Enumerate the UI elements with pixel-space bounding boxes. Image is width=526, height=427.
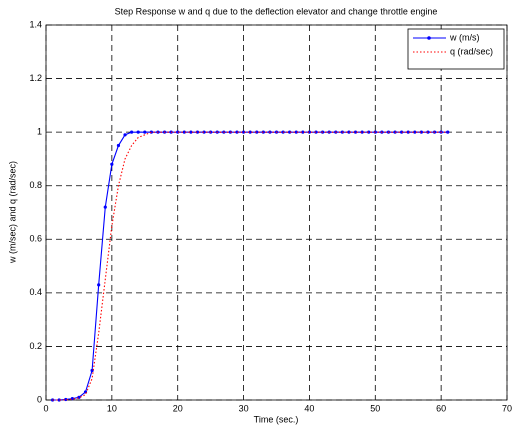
data-point	[340, 130, 344, 134]
data-point	[406, 130, 410, 134]
y-tick-label: 1.2	[29, 73, 42, 83]
data-point	[110, 162, 114, 166]
data-point	[400, 130, 404, 134]
y-tick-label: 0.8	[29, 180, 42, 190]
y-axis-label: w (m/sec) and q (rad/sec)	[7, 161, 17, 264]
data-point	[294, 130, 298, 134]
data-point	[182, 130, 186, 134]
x-tick-label: 50	[370, 403, 380, 413]
data-point	[136, 130, 140, 134]
data-point	[360, 130, 364, 134]
axes-box	[45, 24, 508, 401]
data-point	[189, 130, 193, 134]
data-point	[143, 130, 147, 134]
data-point	[64, 397, 68, 402]
x-tick-label: 40	[304, 403, 314, 413]
legend-box	[407, 28, 505, 70]
plot-area	[46, 25, 507, 400]
data-point	[307, 130, 312, 134]
y-tick-label: 1	[37, 127, 42, 137]
legend-label: w (m/s)	[449, 32, 480, 42]
data-point	[353, 130, 358, 134]
data-point	[202, 130, 206, 134]
data-point	[367, 130, 371, 134]
legend-label: q (rad/sec)	[450, 46, 493, 56]
series-line	[52, 131, 448, 401]
y-tick-label: 0.6	[29, 234, 42, 244]
x-tick-label: 70	[502, 403, 512, 413]
x-tick-label: 30	[239, 403, 249, 413]
data-point	[301, 130, 305, 134]
data-point	[116, 143, 121, 148]
data-point	[314, 130, 318, 134]
data-point	[195, 130, 200, 134]
x-axis-label: Time (sec.)	[254, 414, 299, 424]
data-point	[413, 130, 417, 134]
x-tick-label: 20	[173, 403, 183, 413]
data-point	[255, 130, 259, 134]
data-point	[241, 130, 246, 134]
x-tick-label: 10	[107, 403, 117, 413]
chart-title: Step Response w and q due to the deflect…	[115, 6, 438, 16]
legend-marker	[427, 36, 431, 40]
x-tick-label: 60	[436, 403, 446, 413]
x-tick-label: 0	[43, 403, 48, 413]
data-point	[248, 130, 252, 134]
y-tick-label: 0.4	[29, 287, 42, 297]
data-point	[130, 130, 134, 134]
data-point	[57, 398, 61, 402]
data-point	[426, 130, 430, 134]
data-point	[176, 130, 180, 134]
data-point	[347, 130, 351, 134]
data-point	[288, 130, 292, 134]
data-point	[103, 205, 107, 209]
y-tick-label: 0	[37, 394, 42, 404]
data-point	[419, 130, 423, 134]
data-point	[123, 133, 127, 137]
y-tick-label: 0.2	[29, 341, 42, 351]
data-point	[97, 283, 101, 287]
y-tick-label: 1.4	[29, 19, 42, 29]
data-point	[235, 130, 239, 134]
